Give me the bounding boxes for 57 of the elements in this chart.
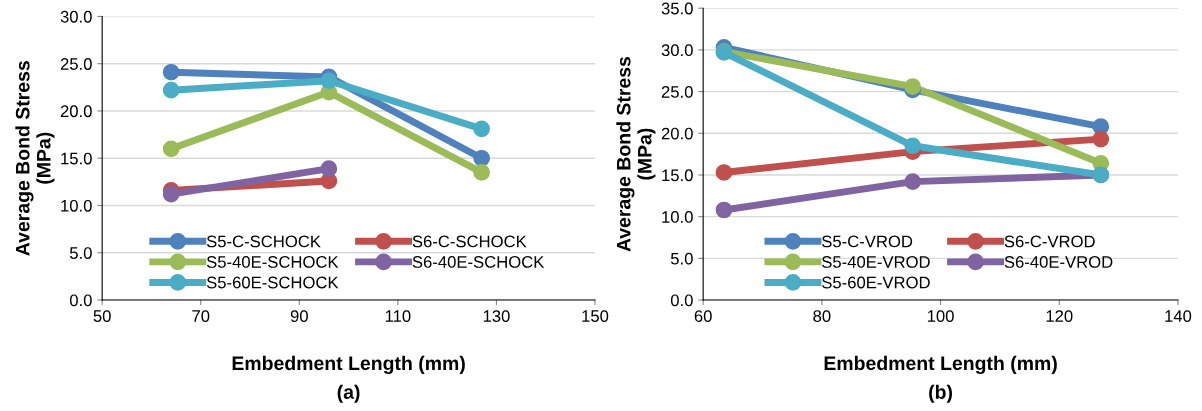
legend-label: S5-40E-VROD (822, 256, 930, 268)
y-tick-label: 0.0 (670, 294, 693, 307)
x-tick-label: 60 (694, 310, 712, 322)
point (715, 201, 733, 219)
y-tick-label: 10.0 (61, 199, 92, 212)
point (162, 63, 180, 81)
y-axis-title: Average Bond Stress (MPa) (15, 61, 55, 256)
x-tick-label: 110 (385, 310, 411, 322)
point (904, 173, 922, 190)
text: (b) (929, 384, 953, 403)
point (473, 164, 490, 181)
legend-label: S6-40E-VROD (1004, 256, 1113, 268)
legend-label: S5-40E-SCHOCK (206, 256, 339, 268)
x-tick-label: 120 (1046, 310, 1073, 322)
x-axis-title: Embedment Length (mm) (232, 355, 465, 375)
x-tick-label: 150 (582, 310, 609, 322)
point (162, 81, 180, 99)
x-tick-label: 140 (1165, 310, 1192, 322)
point (320, 72, 338, 90)
point (162, 185, 180, 203)
y-tick-label: 5.0 (670, 252, 693, 265)
legend-label: S6-C-SCHOCK (412, 235, 527, 248)
point (162, 140, 180, 158)
point (904, 137, 922, 155)
x-axis-title: Embedment Length (mm) (824, 355, 1057, 375)
point (473, 149, 490, 167)
point (320, 160, 338, 177)
y-tick-label: 20.0 (661, 127, 693, 140)
y-tick-label: 25.0 (60, 58, 92, 70)
y-tick-label: 15.0 (61, 152, 92, 165)
legend-label: S6-40E-SCHOCK (412, 256, 545, 268)
y-tick-label: 5.0 (69, 247, 92, 259)
legend-label: S6-C-VROD (1004, 235, 1095, 248)
x-tick-label: 100 (927, 310, 954, 322)
legend-label: S5-C-SCHOCK (206, 235, 321, 248)
text: (a) (337, 384, 360, 403)
point (473, 120, 490, 138)
y-tick-label: 25.0 (661, 86, 693, 98)
y-tick-label: 15.0 (662, 169, 693, 182)
y-tick-label: 30.0 (60, 10, 92, 23)
x-tick-label: 50 (93, 310, 111, 322)
y-tick-label: 35.0 (661, 2, 693, 15)
legend-label: S5-60E-SCHOCK (206, 276, 339, 289)
x-tick-label: 90 (290, 310, 308, 322)
y-tick-label: 20.0 (60, 105, 92, 118)
y-tick-label: 10.0 (662, 211, 693, 223)
legend-label: S5-60E-VROD (822, 276, 930, 289)
x-tick-label: 80 (813, 310, 831, 322)
y-tick-label: 0.0 (69, 294, 92, 307)
y-tick-label: 30.0 (661, 44, 693, 57)
point (904, 78, 922, 95)
point (1092, 130, 1110, 148)
x-tick-label: 70 (192, 310, 210, 322)
legend-label: S5-C-VROD (822, 235, 913, 248)
y-axis-title: Average Bond Stress (MPa) (616, 56, 656, 252)
point (715, 164, 733, 181)
x-tick-label: 130 (483, 310, 510, 322)
